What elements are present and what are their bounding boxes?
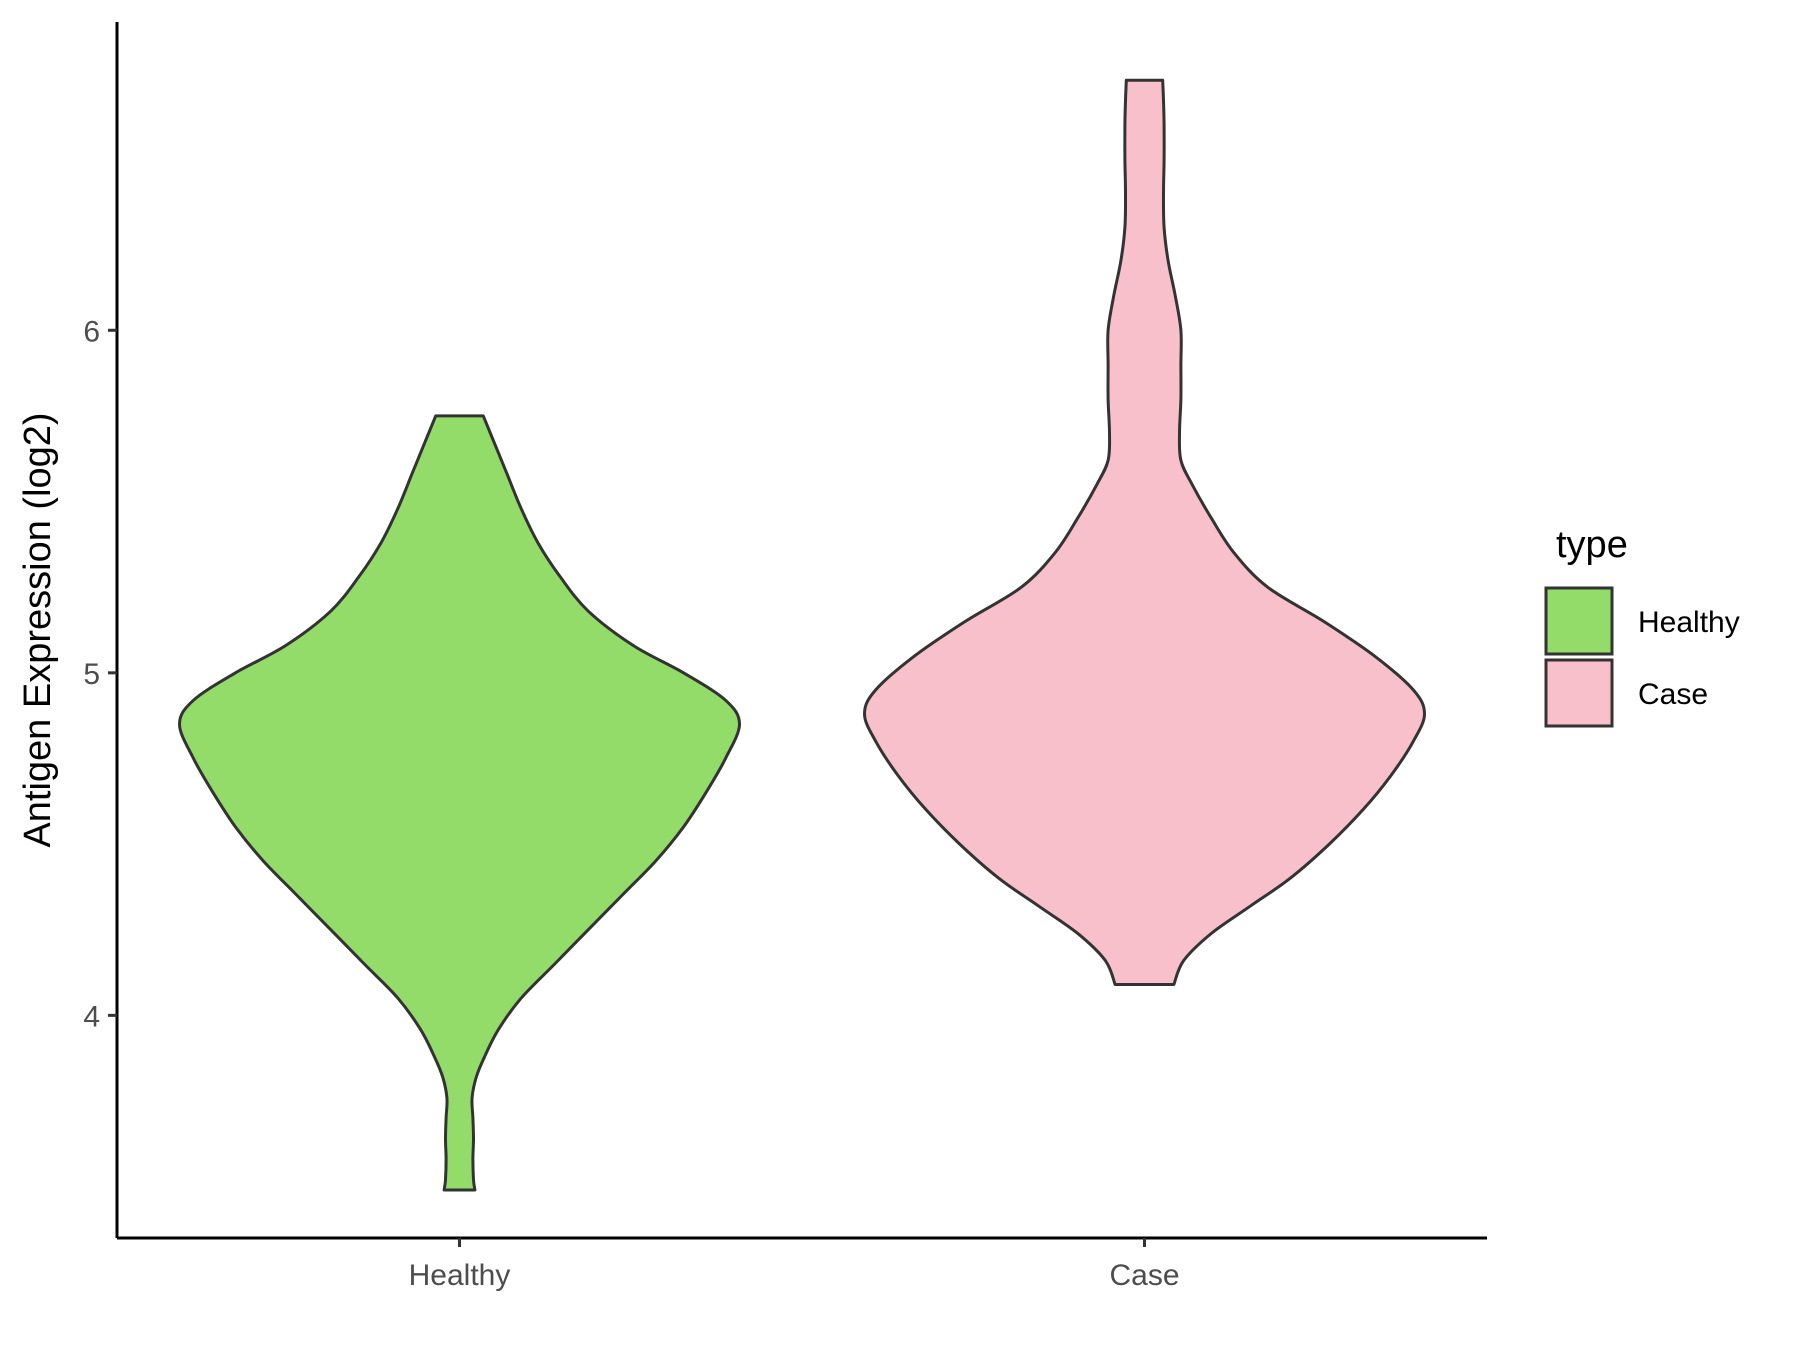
y-tick-label: 4 bbox=[83, 1000, 100, 1033]
y-axis-title: Antigen Expression (log2) bbox=[17, 412, 59, 847]
x-tick-label-healthy: Healthy bbox=[409, 1259, 511, 1292]
y-tick-label: 5 bbox=[83, 658, 100, 691]
y-axis-ticks: 4 5 6 bbox=[83, 315, 117, 1033]
y-tick-label: 6 bbox=[83, 315, 100, 348]
axes bbox=[115, 22, 1487, 1240]
violins-layer bbox=[178, 78, 1426, 1192]
legend-label-case: Case bbox=[1638, 678, 1708, 711]
x-axis-ticks: Healthy Case bbox=[409, 1238, 1180, 1292]
legend: type Healthy Case bbox=[1544, 524, 1740, 728]
legend-label-healthy: Healthy bbox=[1638, 606, 1740, 639]
legend-title: type bbox=[1556, 524, 1628, 566]
legend-key-healthy bbox=[1544, 586, 1614, 656]
x-tick-label-case: Case bbox=[1109, 1259, 1179, 1292]
legend-key-case bbox=[1544, 658, 1614, 728]
violin-healthy bbox=[178, 414, 741, 1192]
violin-case bbox=[863, 78, 1426, 986]
